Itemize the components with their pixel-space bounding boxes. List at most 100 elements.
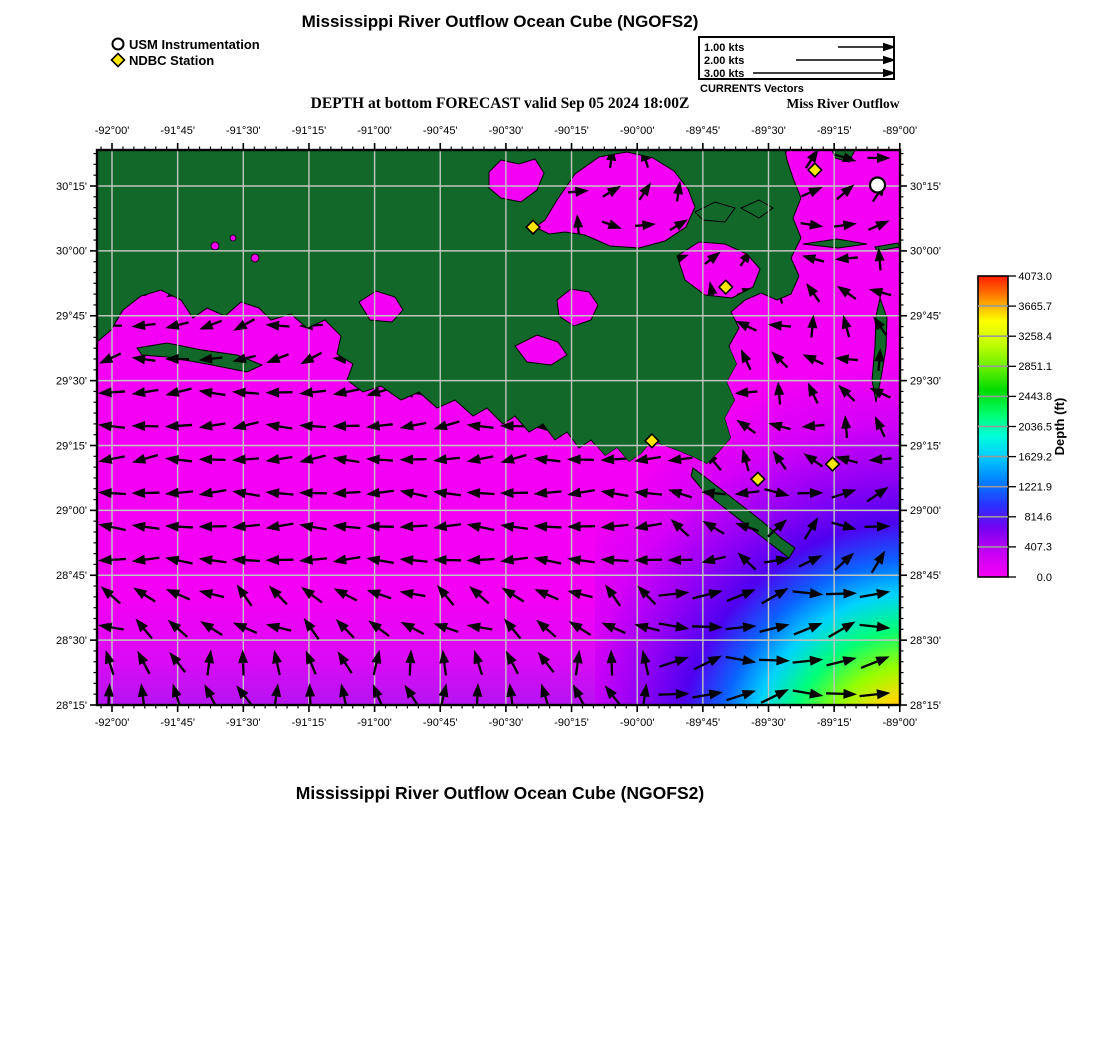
current-vector-arrow — [198, 487, 227, 498]
current-vector-arrow — [825, 588, 857, 599]
current-vector-arrow — [265, 488, 294, 499]
current-vector-arrow — [836, 285, 857, 300]
current-vector-arrow — [658, 621, 690, 632]
current-vector-arrow — [366, 487, 395, 498]
current-vector-arrow — [567, 487, 595, 498]
lon-tick-label-bottom: -89°00' — [882, 717, 917, 729]
current-vector-arrow — [165, 589, 191, 601]
current-vector-arrow — [834, 552, 855, 571]
current-vector-arrow — [691, 621, 723, 632]
current-vector-arrow — [466, 554, 495, 565]
current-vector-arrow — [692, 589, 723, 600]
lon-tick-label-top: -91°00' — [357, 125, 392, 137]
vector-key-label: 2.00 kts — [704, 55, 744, 67]
current-vector-arrow — [333, 588, 358, 602]
current-vector-arrow — [638, 182, 652, 201]
current-vector-arrow — [737, 552, 757, 571]
current-vector-arrow — [337, 651, 353, 674]
current-vector-arrow — [792, 655, 824, 666]
current-vector-arrow — [841, 415, 852, 439]
usm-instrumentation-marker — [868, 176, 887, 194]
current-vector-arrow — [792, 588, 824, 599]
current-vector-arrow — [734, 387, 758, 398]
current-vector-arrow — [759, 622, 790, 633]
lon-tick-label-bottom: -90°30' — [489, 717, 524, 729]
current-vector-arrow — [436, 585, 455, 606]
current-vector-arrow — [764, 555, 790, 566]
lat-tick-label-left: 28°45' — [56, 570, 87, 582]
current-vector-arrow — [198, 589, 225, 599]
current-vector-arrow — [801, 420, 825, 431]
colorbar-tick-label: 1629.2 — [1018, 451, 1052, 463]
current-vector-arrow — [165, 320, 189, 330]
colorbar-tick-label: 3258.4 — [1018, 331, 1052, 343]
current-vector-arrow — [868, 220, 890, 231]
current-vector-arrow — [874, 247, 885, 271]
current-vector-arrow — [567, 521, 596, 532]
current-vector-arrow — [540, 683, 551, 705]
current-vector-arrow — [831, 521, 857, 531]
vector-key-label: 3.00 kts — [704, 68, 744, 78]
current-vector-arrow — [332, 387, 360, 397]
current-vector-arrow — [606, 649, 617, 676]
current-vector-arrow — [98, 622, 124, 633]
current-vector-arrow — [366, 589, 392, 600]
current-vector-arrow — [533, 555, 562, 566]
station-legend: USM Instrumentation NDBC Station — [110, 36, 260, 68]
current-vector-arrow — [433, 488, 462, 499]
current-vector-arrow — [466, 454, 494, 464]
current-vector-arrow — [165, 420, 193, 431]
lon-tick-label-top: -91°45' — [160, 125, 195, 137]
current-vector-arrow — [761, 588, 789, 605]
lon-tick-label-bottom: -91°45' — [160, 717, 195, 729]
current-vector-arrow — [801, 254, 825, 264]
vector-key-arrow-head — [883, 42, 896, 52]
current-vector-arrow — [868, 454, 892, 465]
current-vector-arrow — [533, 454, 561, 465]
lat-tick-label-right: 28°15' — [910, 700, 941, 712]
current-vector-arrow — [204, 649, 215, 676]
current-vector-arrow — [372, 683, 384, 705]
current-vector-arrow — [867, 152, 891, 163]
current-vector-arrow — [503, 618, 522, 640]
current-vector-arrow — [438, 683, 449, 705]
current-vector-arrow — [826, 656, 857, 667]
current-vector-arrow — [265, 387, 293, 398]
current-vector-arrow — [834, 152, 857, 163]
current-vector-arrow — [735, 320, 757, 332]
current-vector-arrow — [764, 487, 790, 498]
colorbar-tick-label: 1221.9 — [1018, 482, 1052, 494]
current-vector-arrow — [803, 453, 823, 468]
current-vector-arrow — [98, 554, 127, 565]
current-vector-arrow — [299, 554, 328, 565]
current-vector-arrow — [272, 649, 282, 676]
lat-tick-label-right: 30°15' — [910, 181, 941, 193]
current-vector-arrow — [637, 585, 657, 606]
current-vector-arrow — [774, 381, 785, 405]
current-vector-arrow — [800, 219, 824, 230]
lon-tick-label-top: -90°00' — [620, 125, 655, 137]
current-vector-arrow — [198, 555, 227, 566]
current-vector-arrow — [399, 420, 427, 431]
current-vector-arrow — [98, 454, 125, 464]
current-vector-arrow — [501, 587, 525, 603]
current-vector-arrow — [200, 621, 223, 636]
colorbar-tick-label: 4073.0 — [1018, 271, 1052, 283]
lon-tick-label-bottom: -89°45' — [686, 717, 721, 729]
current-vector-arrow — [305, 650, 317, 675]
current-vector-arrow — [859, 621, 891, 632]
lat-tick-label-left: 30°00' — [56, 246, 87, 258]
current-vector-arrow — [801, 187, 823, 198]
lat-tick-label-right: 29°15' — [910, 440, 941, 452]
current-vector-arrow — [232, 622, 258, 634]
current-vector-arrow — [265, 454, 293, 465]
currents-vector-caption: CURRENTS Vectors — [700, 83, 804, 95]
current-vector-arrow — [103, 683, 114, 705]
current-vector-arrow — [669, 219, 688, 232]
current-vector-arrow — [199, 319, 223, 330]
current-vector-arrow — [573, 214, 584, 236]
current-vector-arrow — [639, 683, 650, 705]
current-vector-arrow — [807, 382, 819, 404]
